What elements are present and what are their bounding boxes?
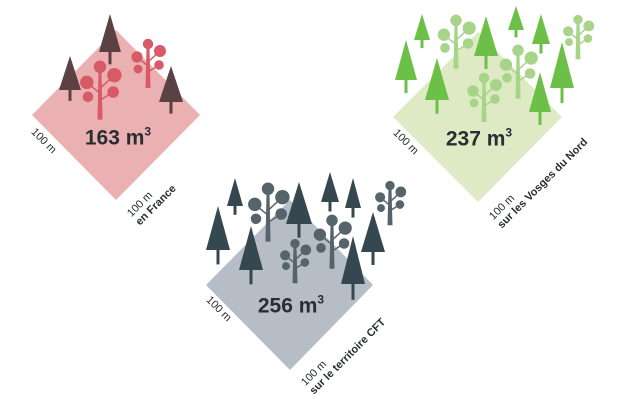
vosges-conifer-tree-icon [529, 72, 551, 125]
cft-conifer-tree-icon [286, 182, 312, 238]
cft-conifer-tree-icon [321, 172, 339, 212]
cft-broadleaf-tree-icon [375, 180, 407, 226]
france-volume: 163 m3 [84, 124, 152, 150]
vosges-broadleaf-tree-icon [563, 14, 595, 60]
vosges-conifer-tree-icon [532, 14, 550, 54]
cft-conifer-tree-icon [227, 178, 243, 215]
vosges-broadleaf-tree-icon [467, 72, 502, 122]
france-broadleaf-tree-icon [80, 60, 122, 120]
vosges-conifer-tree-icon [550, 42, 574, 104]
cft-conifer-tree-icon [361, 212, 385, 265]
vosges-conifer-tree-icon [508, 6, 524, 38]
vosges-conifer-tree-icon [414, 14, 430, 49]
france-conifer-tree-icon [59, 56, 81, 101]
cft-broadleaf-tree-icon [280, 238, 312, 284]
vosges-volume: 237 m3 [445, 125, 513, 151]
cft-volume: 256 m3 [257, 292, 325, 318]
france-conifer-tree-icon [159, 66, 183, 114]
vosges-broadleaf-tree-icon [499, 44, 538, 99]
cft-conifer-tree-icon [239, 226, 263, 285]
vosges-conifer-tree-icon [425, 58, 449, 114]
vosges-conifer-tree-icon [395, 40, 417, 93]
cft-conifer-tree-icon [206, 206, 230, 265]
cft-conifer-tree-icon [345, 178, 361, 218]
cft-conifer-tree-icon [341, 236, 365, 300]
vosges-conifer-tree-icon [474, 16, 498, 69]
france-broadleaf-tree-icon [131, 38, 166, 88]
cft-broadleaf-tree-icon [313, 214, 352, 269]
cft-broadleaf-tree-icon [248, 182, 290, 242]
france-diamond [32, 30, 200, 200]
vosges-broadleaf-tree-icon [437, 14, 476, 69]
france-conifer-tree-icon [99, 14, 121, 65]
